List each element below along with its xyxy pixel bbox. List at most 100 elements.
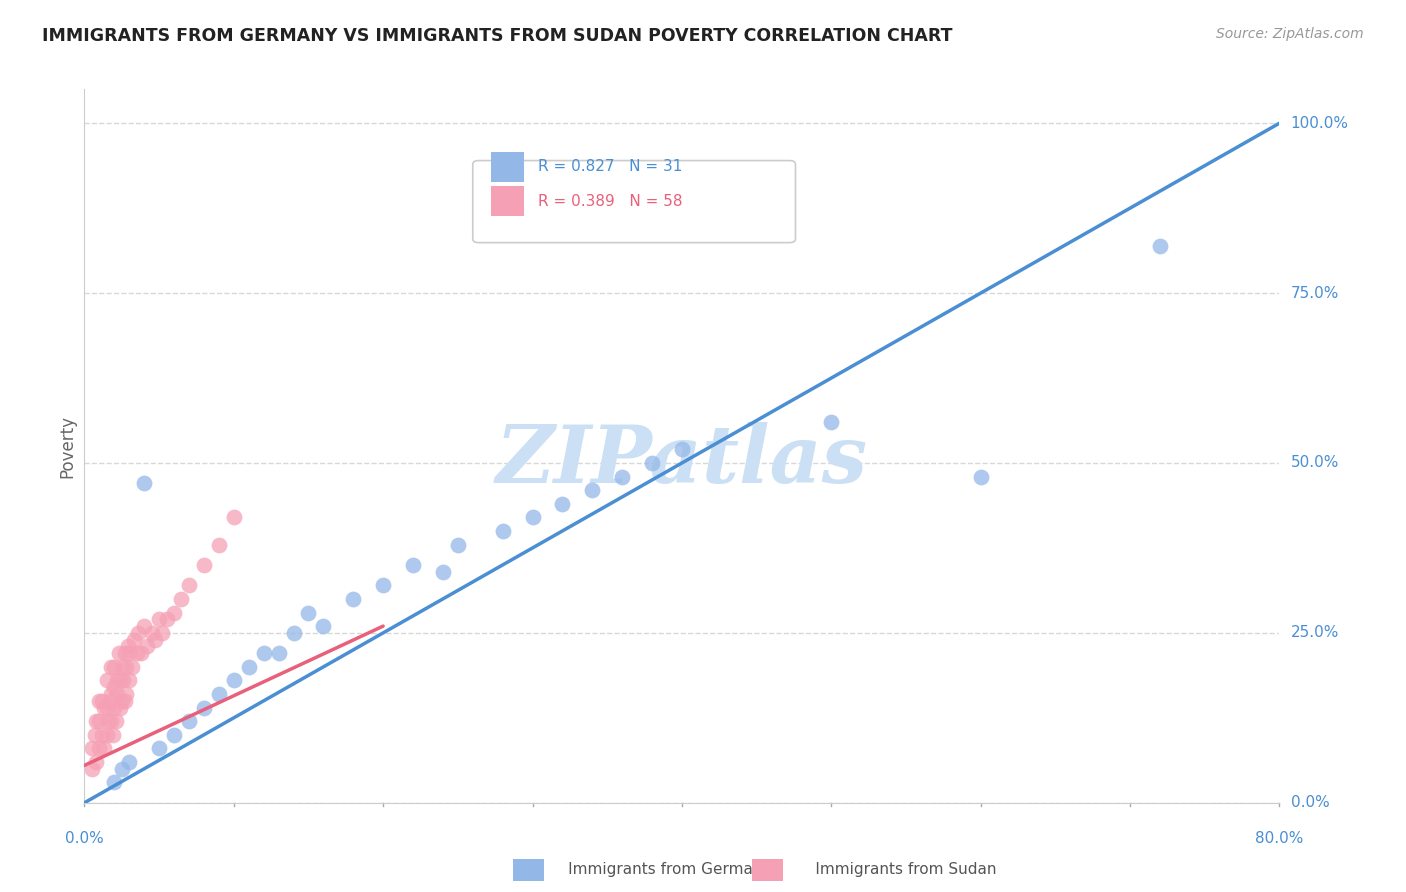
Point bbox=[93, 700, 115, 714]
Point bbox=[551, 497, 574, 511]
Point bbox=[342, 591, 364, 606]
Text: 25.0%: 25.0% bbox=[1291, 625, 1339, 640]
Point bbox=[98, 694, 121, 708]
Point bbox=[155, 612, 177, 626]
Point bbox=[121, 660, 143, 674]
Point bbox=[115, 660, 138, 674]
Point bbox=[253, 646, 276, 660]
Point bbox=[103, 680, 125, 694]
Point bbox=[105, 687, 128, 701]
Text: 0.0%: 0.0% bbox=[65, 831, 104, 847]
Point bbox=[132, 619, 156, 633]
Point bbox=[104, 714, 127, 729]
Point bbox=[105, 673, 128, 688]
Point bbox=[163, 728, 186, 742]
Point bbox=[522, 510, 544, 524]
Point bbox=[402, 558, 425, 572]
Point bbox=[118, 646, 141, 660]
Point bbox=[89, 741, 111, 756]
Point bbox=[114, 646, 136, 660]
Point bbox=[177, 578, 200, 592]
Point bbox=[101, 728, 124, 742]
Point bbox=[136, 640, 159, 654]
Point bbox=[193, 700, 215, 714]
Point bbox=[111, 694, 134, 708]
Point bbox=[132, 476, 156, 491]
Point bbox=[1149, 238, 1171, 252]
Point bbox=[80, 741, 103, 756]
Point bbox=[170, 591, 193, 606]
Point bbox=[118, 673, 141, 688]
Text: Source: ZipAtlas.com: Source: ZipAtlas.com bbox=[1216, 27, 1364, 41]
Point bbox=[114, 694, 136, 708]
Point bbox=[127, 626, 149, 640]
Text: ZIPatlas: ZIPatlas bbox=[496, 422, 868, 499]
Point bbox=[110, 673, 132, 688]
FancyBboxPatch shape bbox=[491, 152, 524, 182]
Point bbox=[150, 626, 173, 640]
Point bbox=[100, 687, 122, 701]
Text: R = 0.389   N = 58: R = 0.389 N = 58 bbox=[538, 194, 683, 209]
Point bbox=[89, 694, 111, 708]
Point bbox=[86, 755, 108, 769]
Point bbox=[143, 632, 166, 647]
Point bbox=[115, 687, 138, 701]
Text: 50.0%: 50.0% bbox=[1291, 456, 1339, 470]
Point bbox=[103, 700, 125, 714]
Point bbox=[312, 619, 335, 633]
Point bbox=[447, 537, 470, 551]
Point bbox=[86, 714, 108, 729]
Point bbox=[117, 640, 139, 654]
Text: R = 0.827   N = 31: R = 0.827 N = 31 bbox=[538, 159, 683, 174]
Point bbox=[148, 612, 170, 626]
Point bbox=[125, 646, 148, 660]
Text: 75.0%: 75.0% bbox=[1291, 285, 1339, 301]
Point bbox=[96, 728, 118, 742]
Point bbox=[970, 469, 993, 483]
Point bbox=[97, 714, 120, 729]
Point bbox=[371, 578, 394, 592]
Point bbox=[432, 565, 454, 579]
Point bbox=[93, 741, 115, 756]
Point bbox=[129, 646, 152, 660]
Point bbox=[492, 524, 515, 538]
Text: 100.0%: 100.0% bbox=[1291, 116, 1348, 131]
Point bbox=[297, 606, 319, 620]
Point bbox=[222, 673, 245, 688]
Point bbox=[111, 762, 134, 776]
Point bbox=[122, 632, 145, 647]
Point bbox=[83, 728, 105, 742]
Point bbox=[177, 714, 200, 729]
Point bbox=[193, 558, 215, 572]
Point bbox=[100, 660, 122, 674]
FancyBboxPatch shape bbox=[491, 186, 524, 216]
Point bbox=[112, 673, 135, 688]
FancyBboxPatch shape bbox=[472, 161, 796, 243]
Point bbox=[96, 673, 118, 688]
Point bbox=[238, 660, 260, 674]
Text: IMMIGRANTS FROM GERMANY VS IMMIGRANTS FROM SUDAN POVERTY CORRELATION CHART: IMMIGRANTS FROM GERMANY VS IMMIGRANTS FR… bbox=[42, 27, 953, 45]
Point bbox=[89, 714, 111, 729]
Point bbox=[671, 442, 693, 457]
Text: Immigrants from Germany         Immigrants from Sudan: Immigrants from Germany Immigrants from … bbox=[534, 863, 997, 877]
Point bbox=[103, 775, 125, 789]
Point bbox=[110, 700, 132, 714]
Text: 0.0%: 0.0% bbox=[1291, 796, 1329, 810]
Point bbox=[91, 694, 114, 708]
Text: 80.0%: 80.0% bbox=[1256, 831, 1303, 847]
Point bbox=[641, 456, 664, 470]
Point bbox=[96, 700, 118, 714]
Point bbox=[581, 483, 603, 498]
Point bbox=[610, 469, 633, 483]
Point bbox=[141, 626, 163, 640]
Point bbox=[267, 646, 290, 660]
Point bbox=[222, 510, 245, 524]
Point bbox=[103, 660, 125, 674]
Y-axis label: Poverty: Poverty bbox=[58, 415, 76, 477]
Point bbox=[91, 728, 114, 742]
Point bbox=[283, 626, 305, 640]
Point bbox=[820, 415, 842, 429]
Point bbox=[163, 606, 186, 620]
Point bbox=[80, 762, 103, 776]
Point bbox=[208, 537, 231, 551]
